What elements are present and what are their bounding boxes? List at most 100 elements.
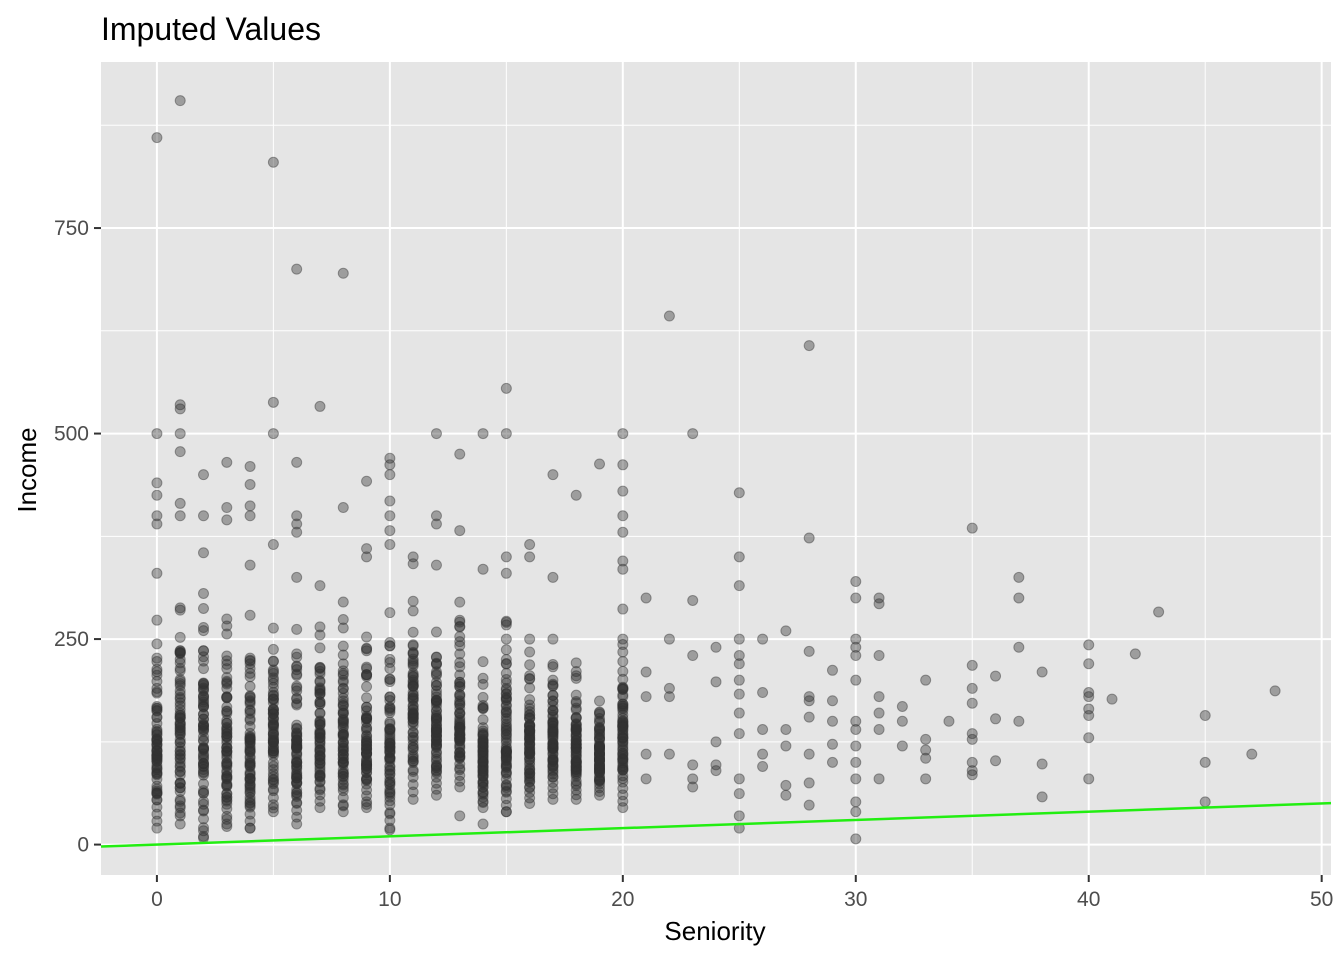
data-point <box>291 741 303 753</box>
data-point <box>524 745 536 757</box>
data-point <box>687 650 699 662</box>
data-point <box>500 742 512 754</box>
data-point <box>151 762 163 774</box>
data-point <box>244 732 256 744</box>
major-gridlines <box>101 62 1331 875</box>
data-point <box>454 636 466 648</box>
data-point <box>151 733 163 745</box>
data-point <box>594 741 606 753</box>
data-point <box>267 757 279 769</box>
data-point <box>291 767 303 779</box>
data-point <box>850 806 862 818</box>
data-point <box>384 640 396 652</box>
data-point <box>337 743 349 755</box>
data-point <box>524 797 536 809</box>
data-point <box>337 736 349 748</box>
data-point <box>570 778 582 790</box>
data-point <box>570 747 582 759</box>
data-point <box>361 668 373 680</box>
data-point <box>524 763 536 775</box>
data-point <box>524 741 536 753</box>
data-point <box>524 782 536 794</box>
data-point <box>244 734 256 746</box>
data-point <box>314 776 326 788</box>
data-point <box>267 776 279 788</box>
data-point <box>570 742 582 754</box>
data-point <box>221 691 233 703</box>
data-point <box>198 743 209 755</box>
data-point <box>337 687 349 699</box>
data-point <box>337 771 349 783</box>
data-point <box>477 749 489 761</box>
data-point <box>221 628 233 640</box>
data-point <box>547 720 559 732</box>
data-point <box>594 762 606 774</box>
data-point <box>570 763 582 775</box>
data-point <box>454 689 466 701</box>
data-point <box>244 779 256 791</box>
data-point <box>221 798 233 810</box>
data-point <box>477 727 489 739</box>
data-point <box>384 673 396 685</box>
data-point <box>500 725 512 737</box>
data-point <box>174 602 186 614</box>
data-point <box>500 760 512 772</box>
data-point <box>361 747 373 759</box>
data-point <box>314 758 326 770</box>
data-point <box>594 782 606 794</box>
data-point <box>850 740 862 752</box>
data-point <box>547 754 559 766</box>
data-point <box>384 786 396 798</box>
data-point <box>524 725 536 737</box>
data-point <box>594 743 606 755</box>
data-point <box>477 752 489 764</box>
data-point <box>221 707 233 719</box>
data-point <box>314 784 326 796</box>
data-point <box>151 768 163 780</box>
data-point <box>454 729 466 741</box>
data-point <box>873 773 885 785</box>
data-point <box>500 688 512 700</box>
data-point <box>198 469 209 481</box>
data-point <box>198 678 209 690</box>
data-point <box>594 754 606 766</box>
data-point <box>174 737 186 749</box>
data-point <box>570 760 582 772</box>
data-point <box>151 783 163 795</box>
data-point <box>384 724 396 736</box>
data-point <box>477 700 489 712</box>
data-point <box>407 708 419 720</box>
data-point <box>314 684 326 696</box>
data-point <box>687 773 699 785</box>
data-point <box>617 747 629 759</box>
data-point <box>174 653 186 665</box>
data-point <box>384 663 396 675</box>
data-point <box>1036 791 1048 803</box>
data-point <box>244 663 256 675</box>
x-tick-label: 10 <box>378 888 401 911</box>
data-point <box>594 770 606 782</box>
data-point <box>570 712 582 724</box>
data-point <box>594 458 606 470</box>
data-point <box>454 697 466 709</box>
data-point <box>151 794 163 806</box>
data-point <box>500 755 512 767</box>
data-point <box>407 693 419 705</box>
data-point <box>384 525 396 537</box>
data-point <box>361 731 373 743</box>
data-point <box>617 764 629 776</box>
data-point <box>617 603 629 615</box>
data-point <box>384 799 396 811</box>
data-point <box>547 756 559 768</box>
data-point <box>896 700 908 712</box>
data-point <box>361 778 373 790</box>
data-point <box>151 652 163 664</box>
data-point <box>570 759 582 771</box>
data-point <box>617 639 629 651</box>
data-point <box>221 706 233 718</box>
data-point <box>594 734 606 746</box>
x-tick-label: 40 <box>1077 888 1100 911</box>
data-point <box>430 659 442 671</box>
data-point <box>291 664 303 676</box>
